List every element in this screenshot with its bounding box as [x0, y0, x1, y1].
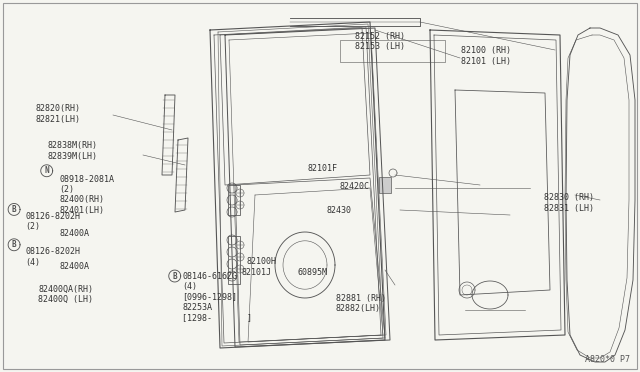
Text: 08126-8202H
(4): 08126-8202H (4)	[26, 247, 81, 267]
Text: 82400A: 82400A	[60, 262, 90, 271]
Text: B: B	[172, 272, 177, 280]
Text: 82400(RH)
82401(LH): 82400(RH) 82401(LH)	[60, 195, 104, 215]
Text: 82400A: 82400A	[60, 229, 90, 238]
Text: 08146-616ZG
(4)
[0996-1298]
82253A
[1298-       ]: 08146-616ZG (4) [0996-1298] 82253A [1298…	[182, 272, 252, 322]
Text: 82820(RH)
82821(LH): 82820(RH) 82821(LH)	[35, 104, 80, 124]
Text: 82101J: 82101J	[242, 268, 272, 277]
Text: A820*0 P7: A820*0 P7	[585, 355, 630, 364]
Bar	[228, 185, 240, 215]
Text: 82430: 82430	[326, 206, 351, 215]
Text: 08918-2081A
(2): 08918-2081A (2)	[60, 175, 115, 194]
Text: 82152 (RH)
82153 (LH): 82152 (RH) 82153 (LH)	[355, 32, 405, 51]
Text: 82420C: 82420C	[339, 182, 369, 191]
Text: 60895M: 60895M	[298, 268, 328, 277]
Text: N: N	[44, 166, 49, 175]
Text: 82101F: 82101F	[307, 164, 337, 173]
Bar	[379, 177, 391, 193]
Text: B: B	[12, 240, 17, 249]
Text: 82881 (RH)
82882(LH): 82881 (RH) 82882(LH)	[336, 294, 386, 313]
Text: 08126-8202H
(2): 08126-8202H (2)	[26, 212, 81, 231]
Text: 82400QA(RH)
82400Q (LH): 82400QA(RH) 82400Q (LH)	[38, 285, 93, 304]
Text: 82100 (RH)
82101 (LH): 82100 (RH) 82101 (LH)	[461, 46, 511, 66]
Text: B: B	[12, 205, 17, 214]
Text: 82100H: 82100H	[246, 257, 276, 266]
Text: 82830 (RH)
82831 (LH): 82830 (RH) 82831 (LH)	[544, 193, 594, 213]
Bar	[228, 236, 240, 284]
Text: 82838M(RH)
82839M(LH): 82838M(RH) 82839M(LH)	[48, 141, 98, 161]
Bar	[340, 40, 445, 62]
